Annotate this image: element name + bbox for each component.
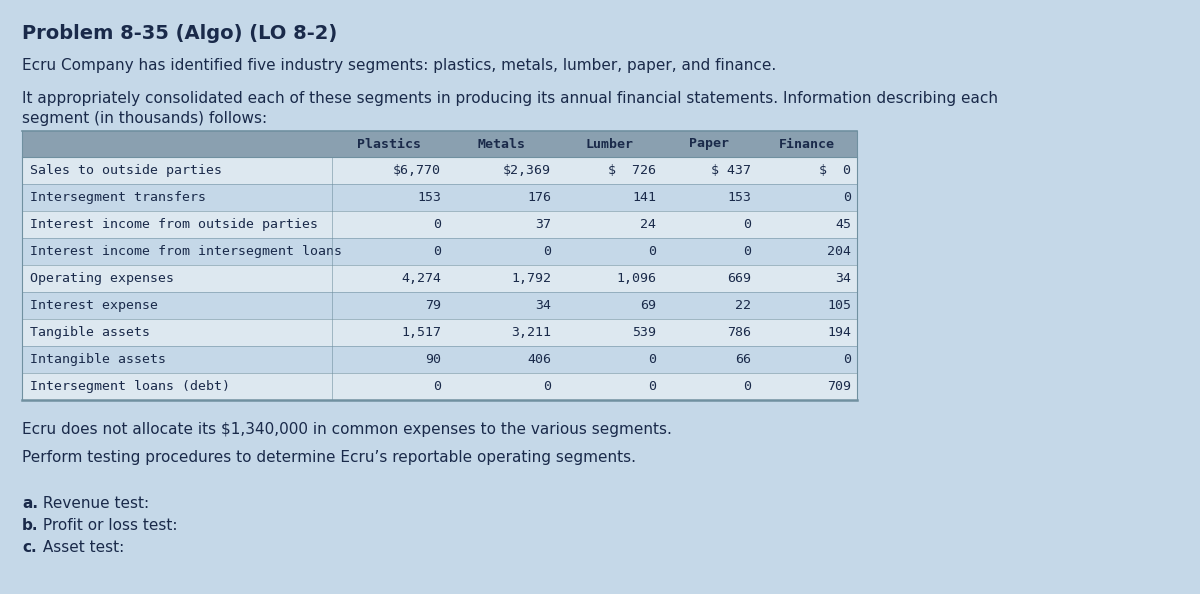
Text: c.: c.: [22, 540, 37, 555]
Text: 786: 786: [727, 326, 751, 339]
Text: 141: 141: [632, 191, 656, 204]
Text: 90: 90: [425, 353, 442, 366]
Text: 0: 0: [743, 218, 751, 231]
Bar: [22, 211, 857, 238]
Text: segment (in thousands) follows:: segment (in thousands) follows:: [22, 111, 268, 126]
Text: 0: 0: [842, 353, 851, 366]
Text: 69: 69: [640, 299, 656, 312]
Text: 539: 539: [632, 326, 656, 339]
Bar: [22, 131, 857, 157]
Bar: [22, 265, 857, 292]
Text: Problem 8-35 (Algo) (LO 8-2): Problem 8-35 (Algo) (LO 8-2): [22, 24, 337, 43]
Text: 24: 24: [640, 218, 656, 231]
Text: 0: 0: [842, 191, 851, 204]
Text: 176: 176: [527, 191, 551, 204]
Text: Perform testing procedures to determine Ecru’s reportable operating segments.: Perform testing procedures to determine …: [22, 450, 636, 465]
Text: 34: 34: [535, 299, 551, 312]
Text: Interest income from outside parties: Interest income from outside parties: [30, 218, 318, 231]
Text: 37: 37: [535, 218, 551, 231]
Text: Finance: Finance: [779, 137, 835, 150]
Text: 194: 194: [827, 326, 851, 339]
Text: 0: 0: [433, 245, 442, 258]
Text: Plastics: Plastics: [358, 137, 421, 150]
Bar: [22, 319, 857, 346]
Text: 45: 45: [835, 218, 851, 231]
Text: $  726: $ 726: [608, 164, 656, 177]
Text: Intersegment loans (debt): Intersegment loans (debt): [30, 380, 230, 393]
Bar: [22, 373, 857, 400]
Text: Ecru Company has identified five industry segments: plastics, metals, lumber, pa: Ecru Company has identified five industr…: [22, 58, 776, 73]
Text: Sales to outside parties: Sales to outside parties: [30, 164, 222, 177]
Text: Paper: Paper: [690, 137, 730, 150]
Text: It appropriately consolidated each of these segments in producing its annual fin: It appropriately consolidated each of th…: [22, 91, 998, 106]
Text: Operating expenses: Operating expenses: [30, 272, 174, 285]
Text: 34: 34: [835, 272, 851, 285]
Text: 0: 0: [648, 245, 656, 258]
Text: 0: 0: [743, 245, 751, 258]
Text: 3,211: 3,211: [511, 326, 551, 339]
Text: $6,770: $6,770: [394, 164, 442, 177]
Text: Intangible assets: Intangible assets: [30, 353, 166, 366]
Text: 105: 105: [827, 299, 851, 312]
Text: 153: 153: [727, 191, 751, 204]
Text: 1,517: 1,517: [401, 326, 442, 339]
Text: 0: 0: [743, 380, 751, 393]
Text: 1,792: 1,792: [511, 272, 551, 285]
Text: 153: 153: [418, 191, 442, 204]
Text: 79: 79: [425, 299, 442, 312]
Text: b.: b.: [22, 518, 38, 533]
Text: $ 437: $ 437: [710, 164, 751, 177]
Bar: [22, 238, 857, 265]
Text: $  0: $ 0: [818, 164, 851, 177]
Text: 0: 0: [648, 380, 656, 393]
Text: 0: 0: [433, 218, 442, 231]
Text: Tangible assets: Tangible assets: [30, 326, 150, 339]
Text: Revenue test:: Revenue test:: [38, 496, 149, 511]
Text: 406: 406: [527, 353, 551, 366]
Text: a.: a.: [22, 496, 38, 511]
Text: 22: 22: [734, 299, 751, 312]
Text: 66: 66: [734, 353, 751, 366]
Bar: [22, 157, 857, 184]
Bar: [22, 346, 857, 373]
Text: Ecru does not allocate its $1,340,000 in common expenses to the various segments: Ecru does not allocate its $1,340,000 in…: [22, 422, 672, 437]
Text: 1,096: 1,096: [616, 272, 656, 285]
Text: Asset test:: Asset test:: [38, 540, 125, 555]
Text: Profit or loss test:: Profit or loss test:: [38, 518, 178, 533]
Text: 0: 0: [433, 380, 442, 393]
Text: 0: 0: [648, 353, 656, 366]
Text: 204: 204: [827, 245, 851, 258]
Text: 0: 0: [542, 245, 551, 258]
Bar: [22, 292, 857, 319]
Text: $2,369: $2,369: [503, 164, 551, 177]
Text: Metals: Metals: [478, 137, 526, 150]
Text: 709: 709: [827, 380, 851, 393]
Text: 669: 669: [727, 272, 751, 285]
Text: 4,274: 4,274: [401, 272, 442, 285]
Text: Lumber: Lumber: [586, 137, 634, 150]
Text: Interest expense: Interest expense: [30, 299, 158, 312]
Text: 0: 0: [542, 380, 551, 393]
Bar: [22, 184, 857, 211]
Text: Intersegment transfers: Intersegment transfers: [30, 191, 206, 204]
Text: Interest income from intersegment loans: Interest income from intersegment loans: [30, 245, 342, 258]
